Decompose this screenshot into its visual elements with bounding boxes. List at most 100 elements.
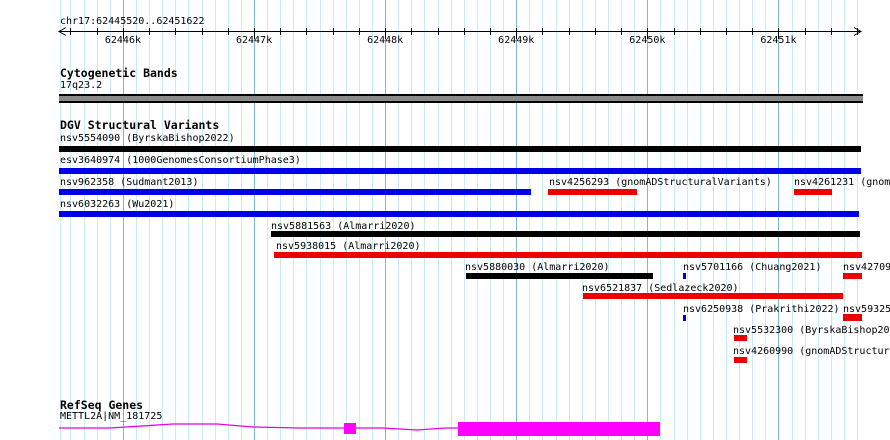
gridline-minor [70, 0, 71, 440]
ruler-tick-label: 62446k [104, 35, 141, 46]
gridline-major [778, 0, 779, 440]
refseq-genes-header: RefSeq Genes [60, 398, 144, 412]
gridline-minor [97, 0, 98, 440]
variant-bar[interactable] [59, 168, 861, 174]
gridline-minor [844, 0, 845, 440]
variant-label[interactable]: nsv4256293 (gnomADStructuralVariants) [549, 177, 772, 188]
dgv-structural-variants-header: DGV Structural Variants [60, 118, 220, 132]
variant-label[interactable]: nsv5880030 (Almarri2020) [465, 262, 610, 273]
gridline-minor [831, 0, 832, 440]
gridline-minor [503, 0, 504, 440]
variant-bar[interactable] [794, 189, 832, 195]
variant-label[interactable]: nsv42709 [843, 262, 890, 273]
variant-bar[interactable] [843, 273, 862, 279]
gridline-minor [359, 0, 360, 440]
variant-bar[interactable] [583, 293, 843, 299]
gridline-minor [752, 0, 753, 440]
variant-label[interactable]: nsv5938015 (Almarri2020) [276, 241, 421, 252]
gridline-minor [595, 0, 596, 440]
gridline-minor [267, 0, 268, 440]
gridline-minor [726, 0, 727, 440]
variant-bar[interactable] [466, 273, 653, 279]
variant-label[interactable]: nsv6521837 (Sedlazeck2020) [582, 283, 739, 294]
ruler-tick-label: 62451k [760, 35, 797, 46]
gridline-minor [398, 0, 399, 440]
gridline-minor [529, 0, 530, 440]
variant-label[interactable]: nsv962358 (Sudmant2013) [60, 177, 199, 188]
gridline-major [516, 0, 517, 440]
gridline-minor [438, 0, 439, 440]
variant-label[interactable]: nsv5881563 (Almarri2020) [271, 221, 416, 232]
variant-label[interactable]: esv3640974 (1000GenomesConsortiumPhase3) [60, 155, 301, 166]
gridline-minor [136, 0, 137, 440]
gridline-minor [818, 0, 819, 440]
gridline-major [385, 0, 386, 440]
gridline-minor [739, 0, 740, 440]
gene-label[interactable]: METTL2A|NM_181725 [60, 411, 163, 422]
gridline-minor [765, 0, 766, 440]
gridline-minor [621, 0, 622, 440]
gridline-minor [306, 0, 307, 440]
variant-bar[interactable] [683, 315, 686, 321]
gene-exon[interactable] [458, 422, 660, 436]
variant-label[interactable]: nsv5701166 (Chuang2021) [683, 262, 822, 273]
gridline-minor [464, 0, 465, 440]
gridline-minor [700, 0, 701, 440]
gridline-minor [241, 0, 242, 440]
gridline-minor [188, 0, 189, 440]
gridline-minor [60, 0, 61, 440]
gridline-major [647, 0, 648, 440]
variant-label[interactable]: nsv6250938 (Prakrithi2022) [683, 304, 840, 315]
variant-label[interactable]: nsv6032263 (Wu2021) [60, 199, 175, 210]
gridline-minor [713, 0, 714, 440]
gridline-minor [569, 0, 570, 440]
variant-bar[interactable] [59, 189, 531, 195]
gridline-minor [490, 0, 491, 440]
gridline-minor [333, 0, 334, 440]
variant-label[interactable]: nsv59325 [843, 304, 890, 315]
gridline-minor [346, 0, 347, 440]
gridline-minor [805, 0, 806, 440]
gridline-minor [477, 0, 478, 440]
variant-label[interactable]: nsv5532300 (ByrskaBishop20 [733, 325, 890, 336]
variant-bar[interactable] [59, 211, 859, 217]
variant-bar[interactable] [843, 314, 862, 321]
ruler-tick-label: 62449k [498, 35, 535, 46]
ruler-tick-label: 62447k [235, 35, 273, 46]
gridline-major [123, 0, 124, 440]
cytogenetic-bands-header: Cytogenetic Bands [60, 66, 178, 80]
cytoband-bar [59, 94, 863, 103]
gridline-minor [110, 0, 111, 440]
variant-label[interactable]: nsv4260990 (gnomADStructur [733, 346, 890, 357]
gridline-minor [215, 0, 216, 440]
gridline-minor [280, 0, 281, 440]
variant-bar[interactable] [734, 335, 747, 341]
gridline-minor [857, 0, 858, 440]
variant-bar[interactable] [683, 273, 686, 279]
variant-bar[interactable] [274, 252, 862, 258]
cytoband-label: 17q23.2 [60, 80, 103, 91]
gridline-major [254, 0, 255, 440]
ruler-tick-label: 62448k [367, 35, 404, 46]
variant-bar[interactable] [271, 231, 860, 237]
variant-bar[interactable] [734, 357, 747, 363]
variant-bar[interactable] [59, 146, 861, 152]
gridline-minor [293, 0, 294, 440]
variant-bar[interactable] [548, 189, 637, 195]
gridline-minor [175, 0, 176, 440]
gridline-minor [149, 0, 150, 440]
gridline-minor [792, 0, 793, 440]
gridline-minor [451, 0, 452, 440]
gridline-minor [608, 0, 609, 440]
variant-label[interactable]: nsv4261231 (gnom [794, 177, 890, 188]
ruler-tick-label: 62450k [629, 35, 666, 46]
gridline-minor [687, 0, 688, 440]
gridline-minor [320, 0, 321, 440]
gridline-minor [660, 0, 661, 440]
gene-exon[interactable] [344, 423, 356, 434]
gridline-minor [424, 0, 425, 440]
region-title: chr17:62445520..62451622 [60, 16, 205, 27]
variant-label[interactable]: nsv5554090 (ByrskaBishop2022) [60, 133, 235, 144]
gridline-minor [542, 0, 543, 440]
